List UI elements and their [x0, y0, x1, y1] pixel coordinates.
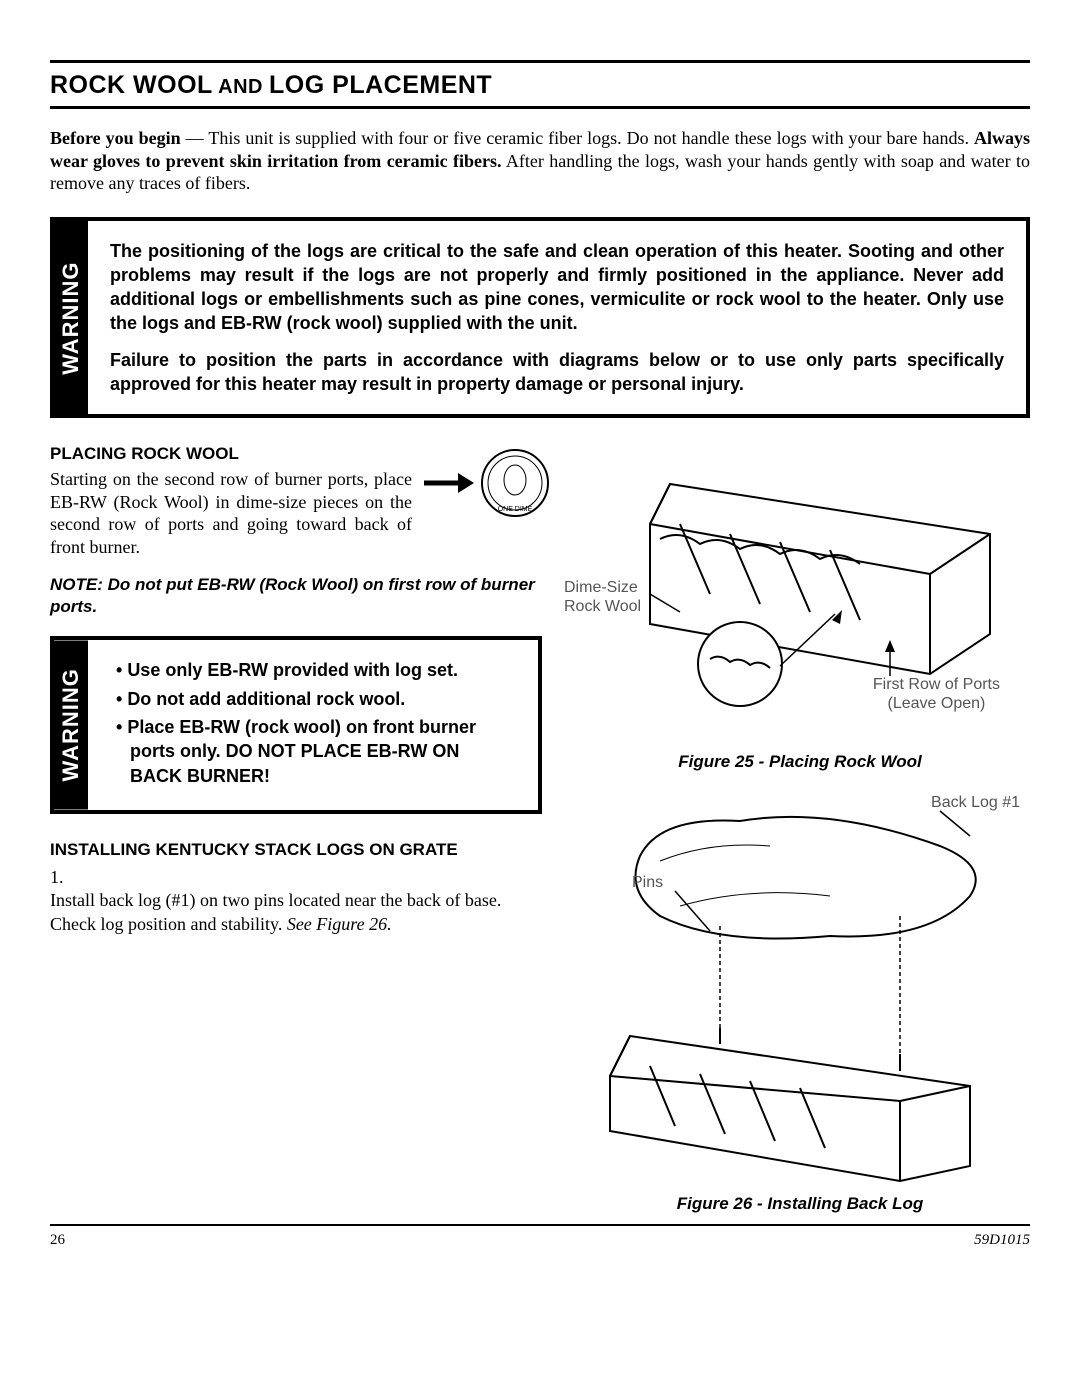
two-column-layout: PLACING ROCK WOOL Starting on the second…: [50, 444, 1030, 1214]
arrow-icon: [422, 470, 474, 496]
warning-content-1: The positioning of the logs are critical…: [88, 221, 1026, 415]
rule-under-title: [50, 106, 1030, 109]
title-rest: LOG PLACEMENT: [269, 71, 492, 99]
footer: 26 59D1015: [50, 1232, 1030, 1249]
step1-body: Install back log (#1) on two pins locate…: [50, 890, 501, 933]
figure-25: Dime-Size Rock Wool First Row of Ports (…: [570, 444, 1030, 744]
step1-text: Install back log (#1) on two pins locate…: [50, 889, 512, 936]
warning2-item-0: Use only EB-RW provided with log set.: [116, 658, 516, 682]
right-column: Dime-Size Rock Wool First Row of Ports (…: [570, 444, 1030, 1214]
section-title: ROCK WOOL AND LOG PLACEMENT: [50, 71, 1030, 100]
warning-tab-2: WARNING: [54, 640, 88, 809]
intro-paragraph: Before you begin — This unit is supplied…: [50, 127, 1030, 195]
dime-icon: ONE DIME: [480, 448, 550, 518]
rule-bottom: [50, 1224, 1030, 1226]
warning-content-2: Use only EB-RW provided with log set. Do…: [88, 640, 538, 809]
warning1-p1: The positioning of the logs are critical…: [110, 239, 1004, 336]
fig26-caption: Figure 26 - Installing Back Log: [570, 1194, 1030, 1214]
fig25-callout-dime: Dime-Size Rock Wool: [564, 579, 641, 616]
title-main: ROCK WOOL: [50, 71, 213, 99]
placing-text: Starting on the second row of burner por…: [50, 468, 412, 558]
doc-id: 59D1015: [974, 1232, 1030, 1249]
warning2-list: Use only EB-RW provided with log set. Do…: [110, 658, 516, 787]
fig25-callout-ports: First Row of Ports (Leave Open): [873, 676, 1000, 713]
page-number: 26: [50, 1232, 65, 1249]
left-column: PLACING ROCK WOOL Starting on the second…: [50, 444, 550, 1214]
warning-tab-1: WARNING: [54, 221, 88, 415]
fig26-callout-pins: Pins: [632, 874, 663, 892]
svg-text:ONE DIME: ONE DIME: [498, 506, 533, 513]
rule-top: [50, 60, 1030, 63]
warning2-item-1: Do not add additional rock wool.: [116, 687, 516, 711]
intro-dash: —: [181, 128, 209, 148]
installing-heading: INSTALLING KENTUCKY STACK LOGS ON GRATE: [50, 840, 550, 860]
intro-lead: Before you begin: [50, 128, 181, 148]
intro-part1: This unit is supplied with four or five …: [208, 128, 974, 148]
warning-box-1: WARNING The positioning of the logs are …: [50, 217, 1030, 419]
placing-row: PLACING ROCK WOOL Starting on the second…: [50, 444, 550, 558]
title-conj: AND: [213, 76, 269, 98]
fig25-caption: Figure 25 - Placing Rock Wool: [570, 752, 1030, 772]
figure-26-svg: [570, 786, 1030, 1186]
figure-26: Back Log #1 Pins: [570, 786, 1030, 1186]
installing-step: 1. Install back log (#1) on two pins loc…: [50, 866, 550, 936]
warning-box-2: WARNING Use only EB-RW provided with log…: [50, 636, 542, 813]
warning1-p2: Failure to position the parts in accorda…: [110, 348, 1004, 397]
placing-heading: PLACING ROCK WOOL: [50, 444, 412, 464]
coin-graphic: ONE DIME: [422, 448, 550, 518]
step1-num: 1.: [50, 866, 84, 889]
placing-note: NOTE: Do not put EB-RW (Rock Wool) on fi…: [50, 574, 550, 618]
step1-ref: See Figure 26.: [287, 914, 392, 934]
fig26-callout-log: Back Log #1: [931, 794, 1020, 812]
warning2-item-2: Place EB-RW (rock wool) on front burner …: [116, 715, 516, 788]
